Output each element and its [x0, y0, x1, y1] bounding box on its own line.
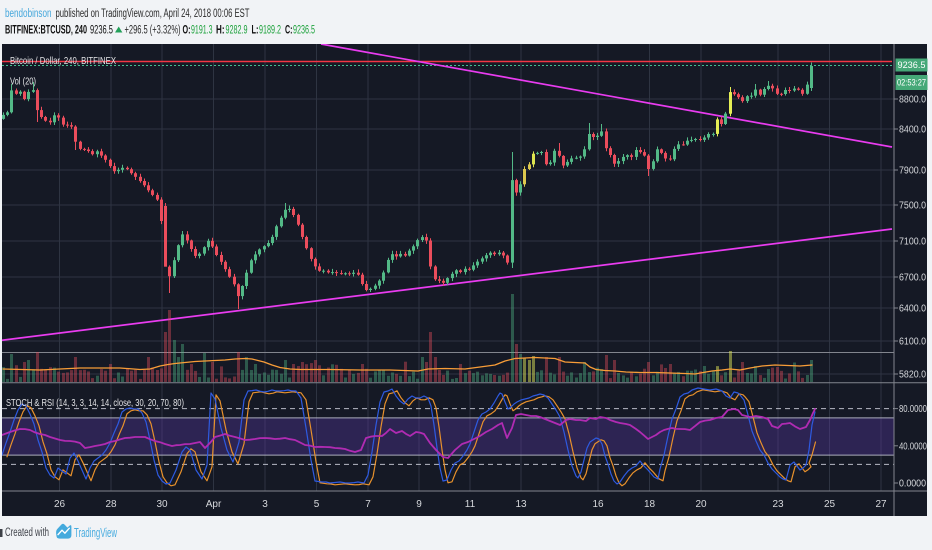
svg-text:40.0000: 40.0000 — [899, 441, 927, 452]
svg-text:7500.0: 7500.0 — [899, 201, 926, 212]
svg-text:11: 11 — [465, 499, 476, 510]
svg-text:80.0000: 80.0000 — [899, 404, 927, 415]
svg-text:L:: L: — [252, 25, 259, 37]
svg-text:26: 26 — [54, 499, 66, 510]
svg-text:25: 25 — [824, 499, 836, 510]
svg-text:8400.0: 8400.0 — [899, 125, 926, 136]
svg-text:C:: C: — [285, 25, 293, 37]
svg-text:Created with: Created with — [5, 527, 49, 539]
svg-text:9236.5: 9236.5 — [293, 25, 315, 37]
svg-text:28: 28 — [105, 499, 117, 510]
svg-text:BITFINEX:BTCUSD, 240: BITFINEX:BTCUSD, 240 — [5, 25, 87, 37]
svg-text:9189.2: 9189.2 — [259, 25, 281, 37]
svg-text:6100.0: 6100.0 — [899, 337, 926, 348]
svg-text:7900.0: 7900.0 — [899, 166, 926, 177]
svg-text:9236.5: 9236.5 — [90, 25, 113, 37]
svg-text:bendobinson: bendobinson — [5, 8, 52, 20]
svg-text:O:: O: — [183, 25, 191, 37]
svg-text:02:53:27: 02:53:27 — [897, 78, 926, 88]
svg-text:5: 5 — [314, 499, 320, 510]
svg-text:6400.0: 6400.0 — [899, 304, 926, 315]
svg-text:published on TradingView.com,: published on TradingView.com, April 24, … — [56, 8, 250, 20]
svg-text:5820.0: 5820.0 — [899, 370, 926, 381]
svg-text:8800.0: 8800.0 — [899, 95, 926, 106]
svg-text:Apr: Apr — [206, 499, 222, 510]
svg-text:20: 20 — [695, 499, 707, 510]
svg-text:18: 18 — [644, 499, 656, 510]
svg-text:STOCH & RSI (14, 3, 3, 14, 14,: STOCH & RSI (14, 3, 3, 14, 14, close, 30… — [6, 397, 184, 409]
svg-text:TradingView: TradingView — [74, 525, 117, 540]
svg-text:23: 23 — [772, 499, 784, 510]
svg-text:7100.0: 7100.0 — [899, 237, 926, 248]
svg-text:9282.9: 9282.9 — [226, 25, 248, 37]
svg-text:27: 27 — [875, 499, 887, 510]
svg-text:30: 30 — [156, 499, 168, 510]
svg-text:Bitcoin / Dollar, 240, BITFINE: Bitcoin / Dollar, 240, BITFINEX — [10, 55, 116, 67]
svg-text:9: 9 — [416, 499, 422, 510]
svg-text:H:: H: — [216, 25, 225, 37]
svg-text:7: 7 — [365, 499, 371, 510]
svg-text:16: 16 — [592, 499, 604, 510]
svg-text:0.0000: 0.0000 — [899, 479, 926, 490]
svg-text:9236.5: 9236.5 — [898, 60, 926, 71]
svg-text:13: 13 — [515, 499, 527, 510]
svg-text:+296.5 (+3.32%): +296.5 (+3.32%) — [125, 25, 181, 37]
svg-text:Vol (20): Vol (20) — [10, 76, 36, 88]
svg-text:6700.0: 6700.0 — [899, 273, 926, 284]
svg-text:9191.3: 9191.3 — [191, 25, 213, 37]
svg-text:3: 3 — [262, 499, 268, 510]
